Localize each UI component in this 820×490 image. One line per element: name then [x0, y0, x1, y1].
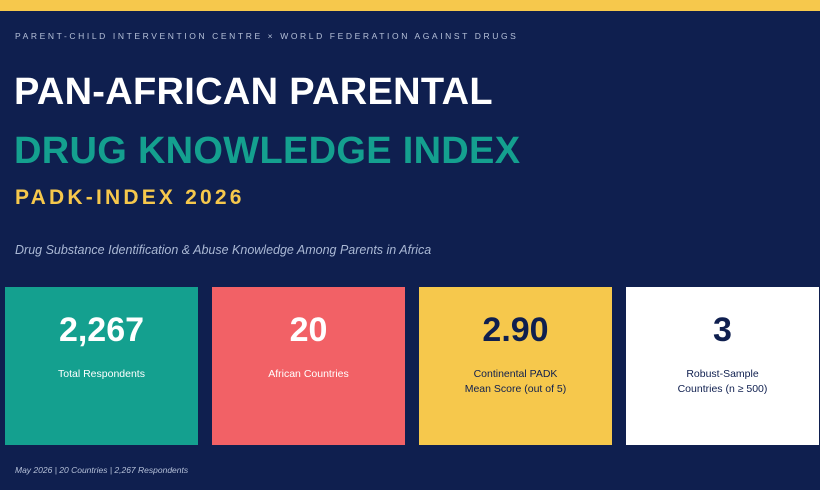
stat-cards: 2,267 Total Respondents 20 African Count…: [5, 287, 820, 445]
stat-card-mean-score: 2.90 Continental PADK Mean Score (out of…: [419, 287, 612, 445]
stat-label: Robust-Sample Countries (n ≥ 500): [626, 367, 819, 397]
page-title-line-2: DRUG KNOWLEDGE INDEX: [14, 130, 521, 172]
stat-label-line-1: African Countries: [268, 368, 349, 380]
stat-card-respondents: 2,267 Total Respondents: [5, 287, 198, 445]
page-subtitle: Drug Substance Identification & Abuse Kn…: [15, 243, 432, 257]
index-edition-label: PADK-INDEX 2026: [15, 186, 245, 209]
stat-label-line-2: Countries (n ≥ 500): [677, 383, 768, 395]
page-title-line-1: PAN-AFRICAN PARENTAL: [14, 71, 493, 113]
stat-label: African Countries: [212, 367, 405, 382]
top-accent-bar: [0, 0, 820, 11]
stat-value: 2,267: [58, 311, 145, 349]
stat-label: Total Respondents: [5, 367, 198, 382]
stat-label-line-2: Mean Score (out of 5): [464, 383, 567, 395]
stat-value: 3: [713, 311, 732, 349]
stat-label: Continental PADK Mean Score (out of 5): [419, 367, 612, 397]
stat-label-line-1: Continental PADK: [473, 368, 558, 380]
footer-meta: May 2026 | 20 Countries | 2,267 Responde…: [15, 465, 189, 475]
stat-value: 2.90: [482, 311, 549, 349]
stat-card-countries: 20 African Countries: [212, 287, 405, 445]
stat-label-line-1: Total Respondents: [58, 368, 145, 380]
organizations-kicker: PARENT-CHILD INTERVENTION CENTRE × WORLD…: [15, 31, 519, 41]
stat-label-line-1: Robust-Sample: [686, 368, 759, 380]
stat-value: 20: [289, 311, 328, 349]
stat-card-robust-sample: 3 Robust-Sample Countries (n ≥ 500): [626, 287, 819, 445]
